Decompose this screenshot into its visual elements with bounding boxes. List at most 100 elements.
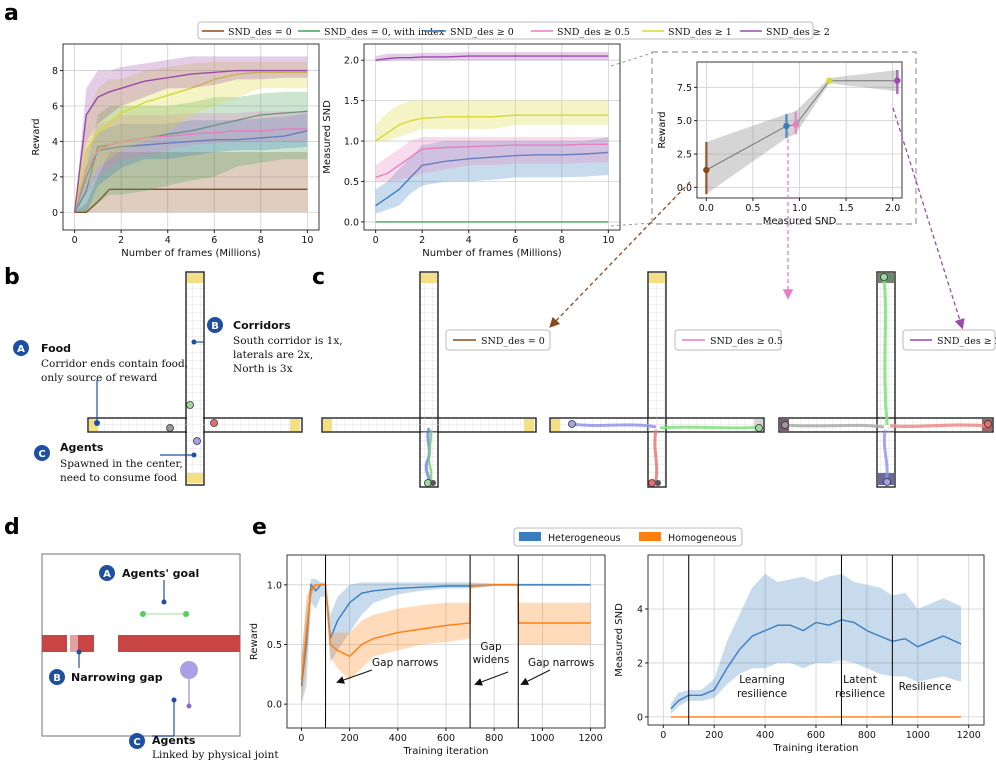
goal-title: Agents' goal: [122, 567, 199, 580]
tick-label-y-1: 0.5: [344, 177, 359, 188]
legend-c-label-1: SND_des = 0: [481, 336, 545, 347]
tick-label-x-4: 800: [485, 733, 503, 744]
panel-label-c: c: [312, 265, 325, 290]
legend-c-3: SND_des ≥ 2: [903, 330, 996, 350]
legend-label-heterogeneous: Heterogeneous: [548, 533, 621, 544]
tick-label-x-3: 6: [211, 235, 217, 246]
tick-label-y-2: 4: [52, 137, 58, 148]
map-c-3: [779, 272, 993, 487]
tick-label-x-0: 0: [72, 235, 78, 246]
map-c-2: [550, 272, 764, 487]
tick-label-x-6: 1200: [578, 733, 602, 744]
annotation-3: resilience: [835, 688, 885, 700]
food-north: [187, 273, 203, 283]
svg-text:C: C: [38, 449, 45, 460]
wall-right: [118, 635, 240, 652]
x-axis-label: Training iteration: [773, 743, 859, 754]
tick-label-x-0: 0: [660, 730, 666, 741]
tick-label-x-1: 200: [341, 733, 359, 744]
chart-e-snd: 0 200 400 600 800 1000 1200024Training iterati…: [614, 555, 984, 754]
agents-desc-1: Spawned in the center,: [60, 458, 183, 470]
x-axis-label: Number of frames (Millions): [422, 248, 562, 259]
tick-label-x-3: 1.5: [839, 203, 854, 214]
tick-label-y-1: 2: [52, 172, 58, 183]
tick-label-y-0: 0: [637, 712, 643, 723]
panel-label-e: e: [252, 515, 267, 540]
annotation-0: Learning: [739, 674, 785, 686]
tick-label-x-3: 600: [437, 733, 455, 744]
annotation-4: Resilience: [899, 681, 952, 693]
tick-label-x-2: 4: [165, 235, 171, 246]
y-axis-label: Measured SND: [614, 603, 625, 677]
inset-point-1: [783, 123, 789, 129]
tick-label-x-1: 2: [419, 235, 425, 246]
tick-label-x-0: 0: [373, 235, 379, 246]
legend-c-label-3: SND_des ≥ 2: [937, 336, 996, 347]
agent-2: [211, 420, 218, 427]
legend-e: Heterogeneous Homogeneous: [514, 528, 742, 546]
svg-text:C: C: [133, 737, 140, 748]
wall-left: [42, 635, 67, 652]
tick-label-x-5: 10: [602, 235, 614, 246]
annotation-1: resilience: [737, 688, 787, 700]
callout-b-corridors: B Corridors South corridor is 1x, latera…: [207, 317, 343, 375]
callout-d-agents: C Agents Linked by physical joint: [129, 733, 279, 761]
y-axis-label: Measured SND: [322, 100, 333, 174]
tick-label-y-2: 1.0: [344, 137, 359, 148]
arrow-snd2: [893, 108, 962, 327]
legend-swatch-heterogeneous: [519, 532, 541, 541]
tick-label-x-6: 1200: [957, 730, 981, 741]
annotation-gap: Gap: [480, 641, 502, 653]
agents-d-desc: Linked by physical joint: [152, 749, 279, 761]
x-axis-label: Measured SND: [763, 216, 837, 227]
tick-label-y-2: 4: [637, 604, 643, 615]
tick-label-x-1: 200: [705, 730, 723, 741]
agent-4: [194, 438, 201, 445]
tick-label-y-0: 0: [52, 208, 58, 219]
callout-b-agents: C Agents Spawned in the center, need to …: [34, 441, 183, 484]
legend-a-label-5: SND_des ≥ 2: [766, 27, 830, 38]
tick-label-x-5: 10: [301, 235, 313, 246]
tick-label-y-1: 2.5: [677, 150, 692, 161]
tick-label-y-0: 0.0: [344, 217, 359, 228]
legend-a-label-4: SND_des ≥ 1: [668, 27, 732, 38]
panel-label-d: d: [4, 515, 20, 540]
agents-d-title: Agents: [152, 734, 196, 747]
x-axis-label: Number of frames (Millions): [121, 248, 261, 259]
callout-b-food: A Food Corridor ends contain food, only …: [13, 340, 188, 384]
inset-point-3: [826, 77, 832, 83]
tick-label-x-3: 6: [512, 235, 518, 246]
tick-label-y-1: 2: [637, 658, 643, 669]
tick-label-y-2: 5.0: [677, 116, 692, 127]
agents-title: Agents: [60, 441, 104, 454]
food-desc-2: only source of reward: [41, 372, 158, 384]
tick-label-x-5: 1000: [906, 730, 930, 741]
legend-a-label-2: SND_des ≥ 0: [450, 27, 514, 38]
y-axis-label: Reward: [31, 118, 42, 155]
tick-label-y-3: 1.5: [344, 96, 359, 107]
tick-label-x-4: 800: [858, 730, 876, 741]
tick-label-x-5: 1000: [530, 733, 554, 744]
agent-small: [187, 704, 192, 709]
tick-label-x-1: 2: [118, 235, 124, 246]
inset-point-2: [793, 121, 799, 127]
corridors-desc-1: South corridor is 1x,: [233, 335, 343, 347]
tick-label-y-1: 0.5: [267, 640, 282, 651]
gap-title: Narrowing gap: [71, 671, 163, 684]
legend-a: SND_des = 0 SND_des = 0, with index SND_de…: [198, 22, 830, 39]
tick-label-x-0: 0.0: [699, 203, 714, 214]
agent-1: [187, 402, 194, 409]
tick-label-x-2: 4: [466, 235, 472, 246]
panel-label-b: b: [4, 265, 20, 290]
panel-label-a: a: [4, 1, 19, 26]
tick-label-x-2: 1.0: [792, 203, 807, 214]
tick-label-x-2: 400: [389, 733, 407, 744]
tick-label-y-3: 6: [52, 102, 58, 113]
tick-label-y-2: 1.0: [267, 580, 282, 591]
chart-a-reward: 0 2 4 6 8 10 0 2 4 6 8 Number of frames (Millions) R…: [31, 44, 319, 259]
agents-desc-2: need to consume food: [60, 472, 177, 484]
chart-e-reward: 0 200 400 600 800 1000 1200 0.0 0.5 1.0 Training i…: [249, 555, 605, 757]
annotation-2: Latent: [843, 674, 877, 686]
